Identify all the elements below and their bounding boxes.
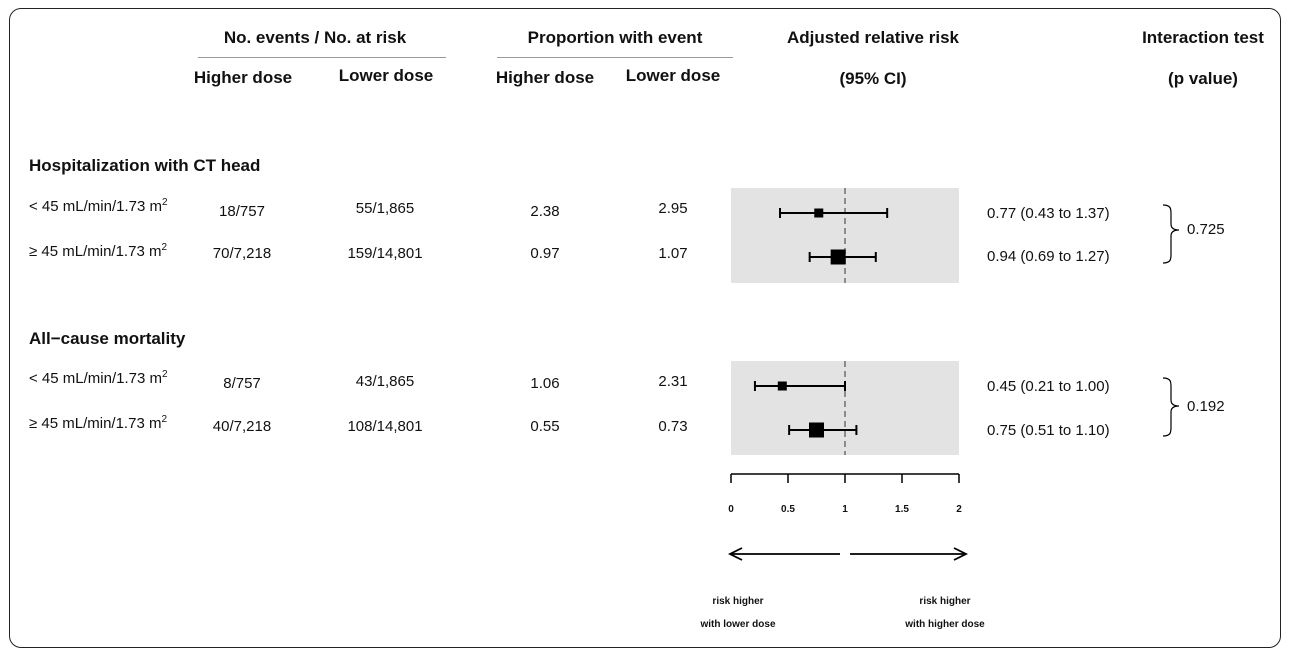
cell-prop-higher: 0.55 [530, 418, 560, 435]
row-label: < 45 mL/min/1.73 m2 [29, 197, 168, 215]
cell-rr-ci: 0.75 (0.51 to 1.10) [987, 422, 1110, 439]
cell-prop-lower: 1.07 [658, 245, 688, 262]
header-rule-events [198, 57, 446, 58]
section-title: Hospitalization with CT head [29, 156, 261, 175]
point-estimate [777, 381, 787, 391]
cell-events-higher: 8/757 [223, 375, 261, 392]
x-tick-label: 0.5 [781, 504, 795, 515]
row-label: ≥ 45 mL/min/1.73 m2 [29, 414, 168, 432]
cell-events-higher: 40/7,218 [212, 418, 272, 435]
direction-label-left: risk higher [712, 596, 764, 607]
header-ci: (95% CI) [839, 69, 907, 88]
arrow-right-head [953, 547, 969, 561]
header-interaction-test: Interaction test [1142, 28, 1264, 47]
point-estimate [814, 208, 824, 218]
x-tick-label: 0 [728, 504, 734, 515]
x-tick-label: 1 [842, 504, 848, 515]
cell-rr-ci: 0.45 (0.21 to 1.00) [987, 378, 1110, 395]
cell-events-lower: 108/14,801 [347, 418, 423, 435]
cell-events-lower: 159/14,801 [347, 245, 423, 262]
section-title: All−cause mortality [29, 329, 186, 348]
subheader-lower-dose-proportion: Lower dose [625, 66, 721, 85]
interaction-brace [1162, 377, 1180, 437]
point-estimate [809, 422, 824, 438]
subheader-lower-dose-events: Lower dose [338, 66, 434, 85]
header-proportion: Proportion with event [527, 28, 703, 47]
interaction-p-value: 0.192 [1187, 398, 1225, 415]
subheader-higher-dose-proportion: Higher dose [495, 68, 595, 87]
header-events-at-risk: No. events / No. at risk [223, 28, 407, 47]
cell-prop-lower: 0.73 [658, 418, 688, 435]
cell-events-lower: 55/1,865 [355, 200, 415, 217]
header-relative-risk: Adjusted relative risk [787, 28, 959, 47]
arrow-left-head [727, 547, 743, 561]
point-estimate [830, 249, 846, 265]
direction-label-left-2: with lower dose [700, 619, 776, 630]
cell-prop-higher: 1.06 [530, 375, 560, 392]
cell-events-lower: 43/1,865 [355, 373, 415, 390]
interaction-p-value: 0.725 [1187, 221, 1225, 238]
interaction-brace [1162, 204, 1180, 264]
cell-prop-lower: 2.95 [658, 200, 688, 217]
row-label: < 45 mL/min/1.73 m2 [29, 369, 168, 387]
cell-prop-higher: 0.97 [530, 245, 560, 262]
cell-prop-higher: 2.38 [530, 203, 560, 220]
x-tick-label: 2 [956, 504, 962, 515]
direction-label-right-2: with higher dose [905, 619, 985, 630]
cell-prop-lower: 2.31 [658, 373, 688, 390]
header-rule-proportion [497, 57, 733, 58]
subheader-higher-dose-events: Higher dose [193, 68, 293, 87]
cell-rr-ci: 0.94 (0.69 to 1.27) [987, 248, 1110, 265]
row-label: ≥ 45 mL/min/1.73 m2 [29, 242, 168, 260]
cell-events-higher: 70/7,218 [212, 245, 272, 262]
cell-rr-ci: 0.77 (0.43 to 1.37) [987, 205, 1110, 222]
header-p-value: (p value) [1168, 69, 1238, 88]
forest-plot [727, 188, 1180, 561]
cell-events-higher: 18/757 [219, 203, 265, 220]
x-tick-label: 1.5 [895, 504, 909, 515]
direction-label-right: risk higher [919, 596, 971, 607]
